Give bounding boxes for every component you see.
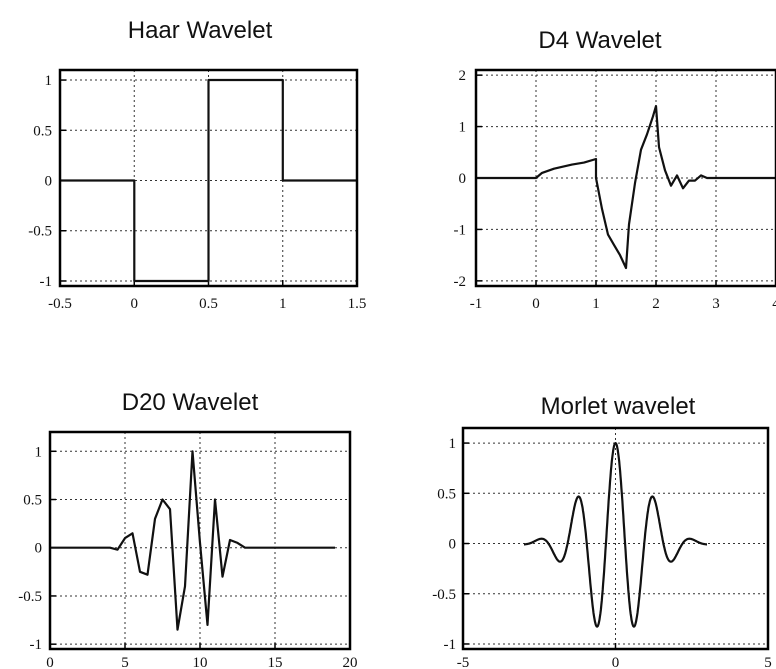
y-tick-label: -1 xyxy=(30,637,43,653)
y-tick-label: 0 xyxy=(459,171,467,187)
y-tick-label: -1 xyxy=(454,222,467,238)
chart-haar-wavelet: Haar Wavelet -0.5 0 0.5 1 1.5 -1 -0.5 0 0.5 1 xyxy=(28,17,366,312)
x-tick-label: 20 xyxy=(343,655,358,669)
x-tick-label: 15 xyxy=(268,655,283,669)
y-tick-label: 0.5 xyxy=(33,123,52,139)
wavelet-curve xyxy=(523,442,708,628)
y-tick-label: -0.5 xyxy=(18,589,42,605)
plot-frame xyxy=(48,430,352,651)
y-tick-label: 0.5 xyxy=(437,486,456,502)
y-tick-label: 2 xyxy=(459,68,467,84)
wavelet-curve xyxy=(50,450,335,631)
chart-d20-wavelet: D20 Wavelet 0 5 10 15 20 -1 -0.5 0 0.5 1 xyxy=(18,389,357,669)
x-tick-label: 0 xyxy=(532,296,540,312)
y-tick-label: 1 xyxy=(45,73,53,89)
wavelet-curve xyxy=(476,104,776,270)
x-tick-label: 0 xyxy=(131,296,139,312)
y-tick-label: -1 xyxy=(444,637,457,653)
x-tick-label: 1 xyxy=(279,296,287,312)
y-tick-label: -0.5 xyxy=(28,224,52,240)
plot-frame xyxy=(461,426,770,651)
y-tick-label: -1 xyxy=(40,274,53,290)
x-tick-label: 3 xyxy=(712,296,720,312)
y-tick-label: 1 xyxy=(449,436,457,452)
x-tick-label: 0 xyxy=(46,655,54,669)
x-tick-label: -0.5 xyxy=(48,296,72,312)
y-tick-label: -0.5 xyxy=(432,587,456,603)
y-tick-label: 1 xyxy=(35,444,43,460)
x-tick-label: 0.5 xyxy=(199,296,218,312)
y-tick-label: -2 xyxy=(454,274,467,290)
x-tick-label: 1.5 xyxy=(348,296,367,312)
plot-frame xyxy=(474,68,776,288)
x-tick-label: 5 xyxy=(121,655,129,669)
x-tick-label: 2 xyxy=(652,296,660,312)
x-tick-label: -5 xyxy=(457,655,470,669)
chart-title: D4 Wavelet xyxy=(538,27,661,54)
chart-title: Morlet wavelet xyxy=(541,393,696,420)
x-tick-label: 1 xyxy=(592,296,600,312)
chart-morlet-wavelet: Morlet wavelet -5 0 5 -1 -0.5 0 0.5 1 xyxy=(432,393,772,669)
x-tick-label: 0 xyxy=(612,655,620,669)
chart-title: D20 Wavelet xyxy=(122,389,259,416)
y-tick-label: 0 xyxy=(45,174,53,190)
x-tick-label: 5 xyxy=(764,655,772,669)
y-tick-label: 0 xyxy=(35,541,43,557)
chart-title: Haar Wavelet xyxy=(128,17,273,44)
y-tick-label: 1 xyxy=(459,120,467,136)
y-tick-label: 0 xyxy=(449,537,457,553)
x-tick-label: 4 xyxy=(772,296,776,312)
y-tick-label: 0.5 xyxy=(23,493,42,509)
plot-frame xyxy=(58,68,359,288)
wavelet-curve xyxy=(60,78,357,283)
x-tick-label: 10 xyxy=(193,655,208,669)
x-tick-label: -1 xyxy=(470,296,483,312)
